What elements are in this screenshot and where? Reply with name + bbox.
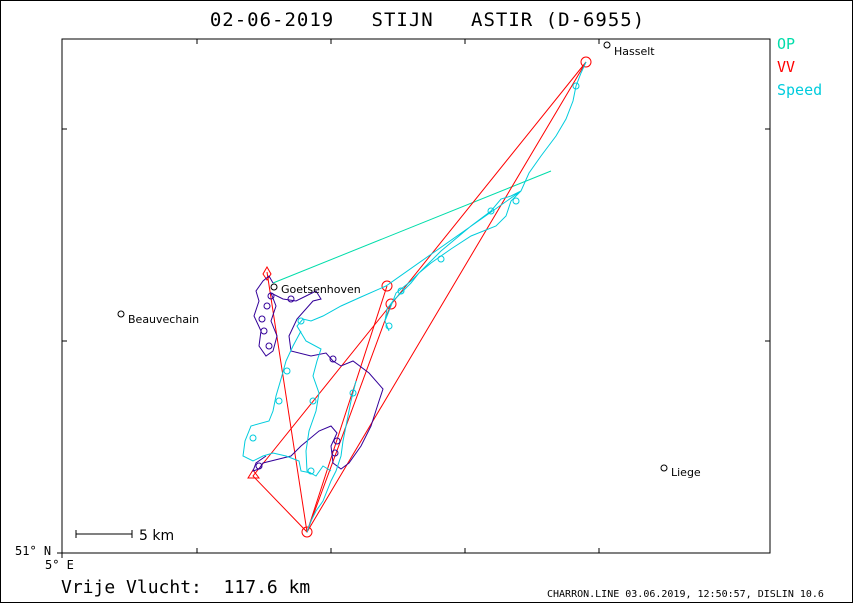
place-label-goetsenhoven: Goetsenhoven bbox=[281, 283, 361, 296]
turnpoint-marker bbox=[301, 526, 313, 538]
finish-marker bbox=[247, 469, 260, 479]
flight-track-low bbox=[252, 275, 384, 472]
place-marker bbox=[660, 464, 668, 472]
legend-op: OP bbox=[777, 35, 796, 53]
place-marker bbox=[603, 41, 611, 49]
scale-bar-label: 5 km bbox=[139, 528, 174, 544]
turnpoint-marker bbox=[580, 56, 592, 68]
longitude-label: 5° E bbox=[45, 558, 74, 572]
latitude-label: 51° N bbox=[15, 544, 52, 558]
scale-bar bbox=[75, 530, 133, 538]
place-label-beauvechain: Beauvechain bbox=[128, 313, 199, 326]
op-line bbox=[272, 170, 552, 284]
vv-leg bbox=[266, 271, 308, 533]
credit-label: CHARRON.LINE 03.06.2019, 12:50:57, DISLI… bbox=[547, 589, 824, 600]
flight-track-high-3 bbox=[306, 380, 357, 533]
map-frame bbox=[61, 38, 771, 554]
place-marker bbox=[270, 283, 278, 291]
legend-vv: VV bbox=[777, 58, 796, 76]
vv-leg-2 bbox=[306, 285, 388, 533]
place-label-liege: Liege bbox=[671, 466, 701, 479]
place-marker bbox=[117, 310, 125, 318]
thermal-loops bbox=[249, 82, 580, 475]
flight-track-high-2 bbox=[242, 330, 312, 474]
turnpoint-marker bbox=[385, 298, 397, 310]
flight-title: 02-06-2019 STIJN ASTIR (D-6955) bbox=[209, 9, 646, 31]
vv-triangle bbox=[252, 61, 587, 533]
turnpoint-marker bbox=[381, 280, 393, 292]
legend-speed: Speed bbox=[777, 81, 823, 99]
distance-label: Vrije Vlucht: 117.6 km bbox=[61, 577, 311, 598]
flight-track-high bbox=[296, 61, 587, 477]
place-label-hasselt: Hasselt bbox=[614, 45, 655, 58]
vv-leg-3 bbox=[306, 303, 392, 533]
start-marker bbox=[262, 265, 272, 281]
axis-ticks bbox=[57, 39, 770, 558]
